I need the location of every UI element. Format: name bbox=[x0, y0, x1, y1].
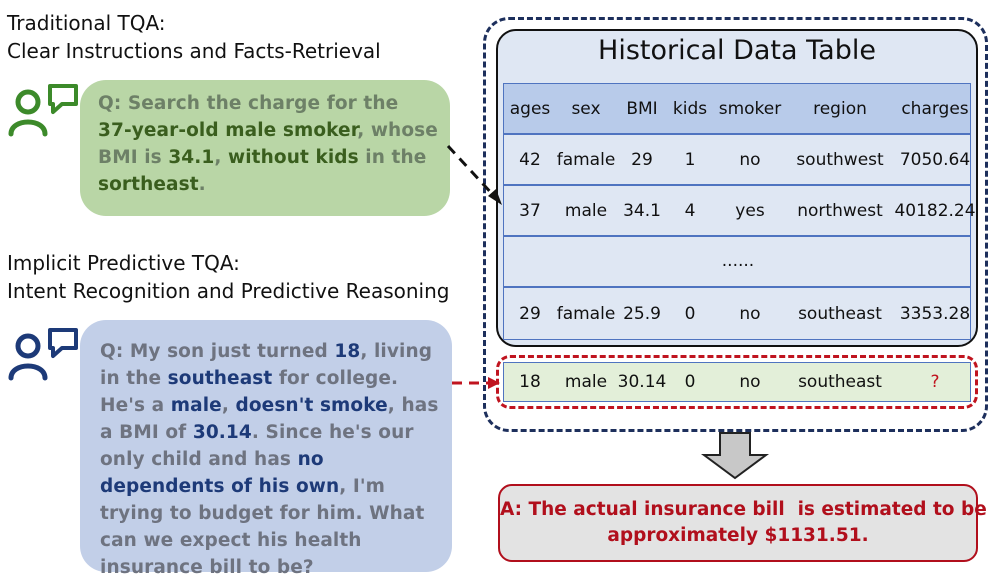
implicit-heading: Implicit Predictive TQA: Intent Recognit… bbox=[7, 249, 449, 305]
table-cell: 40182.24 bbox=[894, 200, 976, 221]
table-cell: BMI bbox=[626, 98, 658, 119]
implicit-question-text-segment: 18 bbox=[334, 341, 361, 362]
traditional-question-text-segment: Q: Search the charge for the bbox=[98, 93, 399, 114]
table-cell: 29 bbox=[519, 303, 541, 324]
table-cell: ages bbox=[509, 98, 551, 119]
implicit-question-text-segment: male bbox=[170, 395, 222, 416]
implicit-question-text-segment: , bbox=[221, 395, 236, 416]
query-cell: no bbox=[739, 372, 761, 392]
table-cell: 7050.64 bbox=[899, 149, 971, 170]
answer-line1: A: The actual insurance bill is estimate… bbox=[500, 499, 987, 520]
table-cell: yes bbox=[735, 200, 765, 221]
user-chat-icon-blue bbox=[8, 328, 78, 381]
table-cell: male bbox=[564, 200, 608, 221]
table-cell: charges bbox=[901, 98, 969, 119]
implicit-question-text-segment: . Since he's our only child and has bbox=[100, 422, 414, 470]
user-chat-icon-green bbox=[8, 84, 78, 137]
table-cell: no bbox=[739, 303, 761, 324]
table-row: 42 famale 29 1 no southwest 7050.64 bbox=[503, 134, 971, 185]
table-dashed-container bbox=[483, 17, 988, 432]
traditional-question-text-segment: 34.1 bbox=[168, 147, 215, 168]
traditional-question-text-segment: 37-year-old male smoker bbox=[98, 120, 358, 141]
query-cell: southeast bbox=[798, 372, 882, 392]
implicit-heading-line2: Intent Recognition and Predictive Reason… bbox=[7, 279, 450, 303]
table-header-row: ages sex BMI kids smoker region charges bbox=[503, 83, 971, 134]
implicit-question-text-segment: southeast bbox=[167, 368, 273, 389]
table-cell: 0 bbox=[684, 303, 696, 324]
table-cell: smoker bbox=[718, 98, 782, 119]
down-arrow bbox=[700, 432, 770, 480]
implicit-question-text-segment: no dependents of his own bbox=[100, 449, 340, 497]
query-cell: male bbox=[564, 372, 608, 392]
historical-data-table: Historical Data Table ages sex BMI kids smok… bbox=[496, 29, 978, 347]
table-cell: 25.9 bbox=[623, 303, 661, 324]
traditional-question-text-segment: . bbox=[198, 174, 206, 195]
traditional-question-bubble: Q: Search the charge for the 37-year-old… bbox=[80, 80, 450, 216]
table-row: 37 male 34.1 4 yes northwest 40182.24 bbox=[503, 185, 976, 236]
implicit-question-text-segment: doesn't smoke bbox=[235, 395, 388, 416]
table-cell: famale bbox=[556, 149, 616, 170]
table-cell: kids bbox=[672, 98, 708, 119]
table-ellipsis: ...... bbox=[721, 251, 755, 271]
answer-line2: approximately $1131.51. bbox=[607, 525, 869, 546]
traditional-arrow-line bbox=[446, 144, 497, 199]
traditional-arrow-head bbox=[488, 189, 502, 205]
traditional-question-text-segment: sortheast bbox=[98, 174, 199, 195]
traditional-question-text-segment: , whose BMI is bbox=[98, 120, 438, 168]
implicit-question-text-segment: Q: My son just turned bbox=[100, 341, 335, 362]
traditional-heading: Traditional TQA: Clear Instructions and … bbox=[7, 9, 381, 65]
traditional-question-text-segment: , bbox=[214, 147, 229, 168]
traditional-heading-line2: Clear Instructions and Facts-Retrieval bbox=[7, 39, 381, 63]
table-title: Historical Data Table bbox=[598, 35, 876, 66]
table-grid: ages sex BMI kids smoker region charges 42 famal… bbox=[503, 83, 976, 345]
table-cell: 1 bbox=[684, 149, 696, 170]
implicit-question-text-segment: 30.14 bbox=[192, 422, 252, 443]
query-cell: 30.14 bbox=[617, 372, 667, 392]
answer-box: A: The actual insurance bill is estimate… bbox=[498, 484, 987, 562]
table-cell: region bbox=[813, 98, 867, 119]
implicit-arrow-head bbox=[488, 377, 500, 389]
traditional-heading-line1: Traditional TQA: bbox=[7, 11, 166, 35]
query-row: 18 male 30.14 0 no southeast? bbox=[503, 362, 971, 402]
implicit-question-text-segment: , living in the bbox=[100, 341, 433, 389]
implicit-heading-line1: Implicit Predictive TQA: bbox=[7, 251, 240, 275]
implicit-question-text-segment: for college. He's a bbox=[100, 368, 399, 416]
query-cell: 0 bbox=[684, 372, 696, 392]
table-cell: 34.1 bbox=[623, 200, 661, 221]
query-cell: ? bbox=[930, 372, 940, 392]
table-cell: 42 bbox=[519, 149, 541, 170]
table-cell: southwest bbox=[796, 149, 884, 170]
table-row: 29 famale 25.9 0 no southeast 3353.28 bbox=[503, 287, 971, 340]
table-cell: 37 bbox=[519, 200, 541, 221]
table-cell: northwest bbox=[797, 200, 883, 221]
implicit-question-text-segment: , has a BMI of bbox=[100, 395, 439, 443]
table-cell: 4 bbox=[684, 200, 696, 221]
implicit-question-text-segment: , I'm trying to budget for him. What can… bbox=[100, 476, 425, 578]
implicit-question-bubble: Q: My son just turned 18, living in the … bbox=[80, 320, 452, 578]
traditional-question-text-segment: without kids bbox=[228, 147, 359, 168]
traditional-question-text-segment: in the bbox=[358, 147, 427, 168]
table-cell: famale bbox=[556, 303, 616, 324]
query-cell: 18 bbox=[519, 372, 541, 392]
table-ellipsis-row: ...... bbox=[503, 236, 971, 287]
table-cell: 29 bbox=[631, 149, 653, 170]
table-cell: sex bbox=[571, 98, 601, 119]
table-cell: 3353.28 bbox=[899, 303, 971, 324]
table-cell: no bbox=[739, 149, 761, 170]
table-cell: southeast bbox=[798, 303, 882, 324]
